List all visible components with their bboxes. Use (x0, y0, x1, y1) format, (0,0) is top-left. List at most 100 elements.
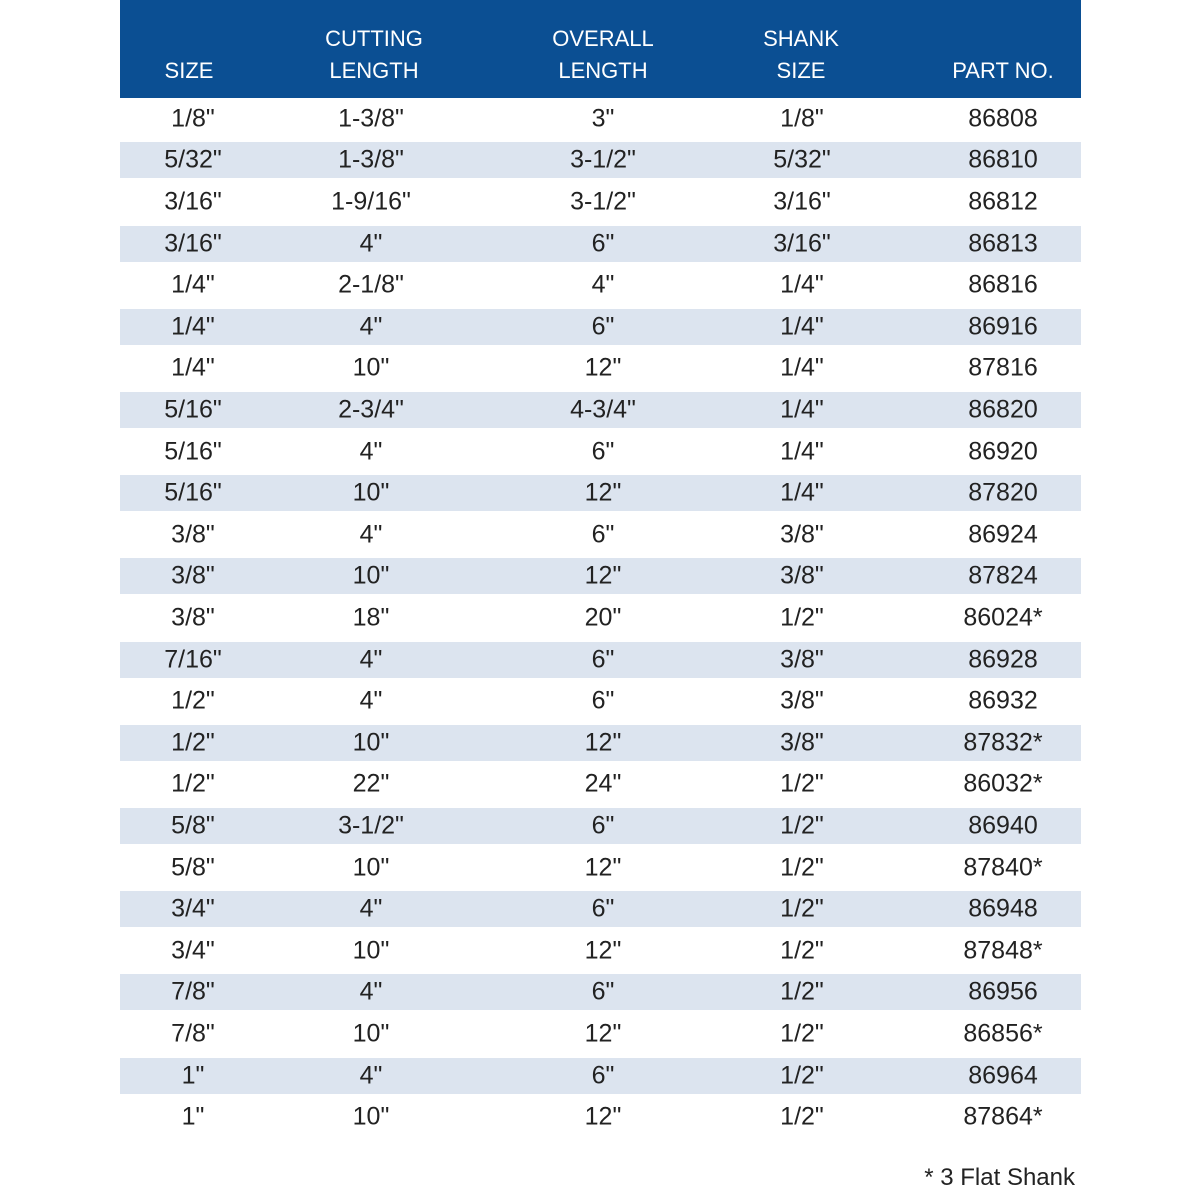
column-header: PART NO. (952, 58, 1054, 83)
table-cell: 4" (591, 270, 615, 299)
table-cell: 1/2" (780, 853, 824, 882)
table-cell: 1/2" (780, 1019, 824, 1048)
table-cell: 1/2" (780, 1102, 824, 1131)
table-cell: 12" (584, 1019, 622, 1048)
table-cell: 87832* (963, 728, 1043, 757)
table-cell: 86948 (968, 894, 1038, 923)
table-cell: 3/16" (773, 229, 831, 258)
table-cell: 4" (359, 437, 383, 466)
table-cell: 1/2" (780, 936, 824, 965)
table-cell: 1/2" (171, 769, 215, 798)
table-cell: 1" (181, 1061, 205, 1090)
table-cell: 10" (352, 561, 390, 590)
table-cell: 1/4" (780, 478, 824, 507)
row-stripe (120, 392, 1081, 428)
table-cell: 3/8" (780, 645, 824, 674)
table-cell: 4" (359, 894, 383, 923)
table-cell: 4" (359, 229, 383, 258)
column-header: OVERALL (552, 26, 654, 51)
table-cell: 2-1/8" (338, 270, 404, 299)
table-cell: 86813 (968, 229, 1038, 258)
table-cell: 86032* (963, 769, 1043, 798)
table-cell: 87816 (968, 353, 1038, 382)
table-cell: 1/4" (171, 270, 215, 299)
footnote: * 3 Flat Shank (924, 1164, 1075, 1191)
table-cell: 87864* (963, 1102, 1043, 1131)
table-cell: 5/8" (171, 811, 215, 840)
table-cell: 12" (584, 561, 622, 590)
table-cell: 3-1/2" (570, 145, 636, 174)
table-cell: 3/8" (780, 520, 824, 549)
table-cell: 6" (591, 520, 615, 549)
table-cell: 5/32" (164, 145, 222, 174)
table-cell: 5/16" (164, 478, 222, 507)
row-stripe (120, 808, 1081, 844)
table-cell: 3/8" (171, 520, 215, 549)
table-cell: 87824 (968, 561, 1038, 590)
column-header: SIZE (776, 58, 826, 83)
table-cell: 1/4" (780, 312, 824, 341)
table-cell: 3" (591, 104, 615, 133)
table-cell: 10" (352, 936, 390, 965)
column-header: LENGTH (329, 58, 419, 83)
table-cell: 1-9/16" (331, 187, 411, 216)
table-cell: 6" (591, 1061, 615, 1090)
table-cell: 20" (584, 603, 622, 632)
table-cell: 6" (591, 437, 615, 466)
table-cell: 86808 (968, 104, 1038, 133)
table-cell: 5/16" (164, 395, 222, 424)
table-cell: 6" (591, 811, 615, 840)
column-header: LENGTH (558, 58, 648, 83)
table-cell: 7/16" (164, 645, 222, 674)
table-cell: 1/4" (780, 437, 824, 466)
row-stripe (120, 475, 1081, 512)
table-cell: 1/2" (780, 894, 824, 923)
table-cell: 86810 (968, 145, 1038, 174)
table-cell: 12" (584, 728, 622, 757)
table-cell: 86856* (963, 1019, 1043, 1048)
table-cell: 1/2" (780, 603, 824, 632)
column-header: CUTTING (325, 26, 423, 51)
table-cell: 1/2" (780, 1061, 824, 1090)
table-cell: 1/8" (780, 104, 824, 133)
table-cell: 1/4" (171, 312, 215, 341)
table-cell: 4" (359, 977, 383, 1006)
table-cell: 12" (584, 353, 622, 382)
table-cell: 86820 (968, 395, 1038, 424)
table-cell: 1/4" (780, 353, 824, 382)
table-cell: 86920 (968, 437, 1038, 466)
table-cell: 6" (591, 229, 615, 258)
table-cell: 86924 (968, 520, 1038, 549)
table-cell: 7/8" (171, 977, 215, 1006)
table-cell: 86916 (968, 312, 1038, 341)
table-cell: 6" (591, 645, 615, 674)
table-cell: 3/16" (773, 187, 831, 216)
row-stripe (120, 225, 1081, 262)
row-stripe (120, 142, 1081, 179)
table-cell: 3/4" (171, 894, 215, 923)
table-cell: 4" (359, 686, 383, 715)
table-cell: 5/16" (164, 437, 222, 466)
table-cell: 4-3/4" (570, 395, 636, 424)
row-stripe (120, 308, 1081, 345)
table-cell: 12" (584, 853, 622, 882)
table-cell: 4" (359, 520, 383, 549)
table-cell: 1-3/8" (338, 145, 404, 174)
table-cell: 3/4" (171, 936, 215, 965)
table-cell: 12" (584, 1102, 622, 1131)
table-cell: 87820 (968, 478, 1038, 507)
row-stripe (120, 891, 1081, 928)
table-cell: 86928 (968, 645, 1038, 674)
table-cell: 3/8" (780, 561, 824, 590)
table-cell: 87848* (963, 936, 1043, 965)
table-cell: 3/8" (780, 686, 824, 715)
row-stripe (120, 558, 1081, 595)
row-stripe (120, 974, 1081, 1011)
table-cell: 86812 (968, 187, 1038, 216)
table-cell: 5/8" (171, 853, 215, 882)
table-cell: 6" (591, 977, 615, 1006)
table-cell: 22" (352, 769, 390, 798)
table-cell: 1/2" (171, 728, 215, 757)
table-cell: 18" (352, 603, 390, 632)
